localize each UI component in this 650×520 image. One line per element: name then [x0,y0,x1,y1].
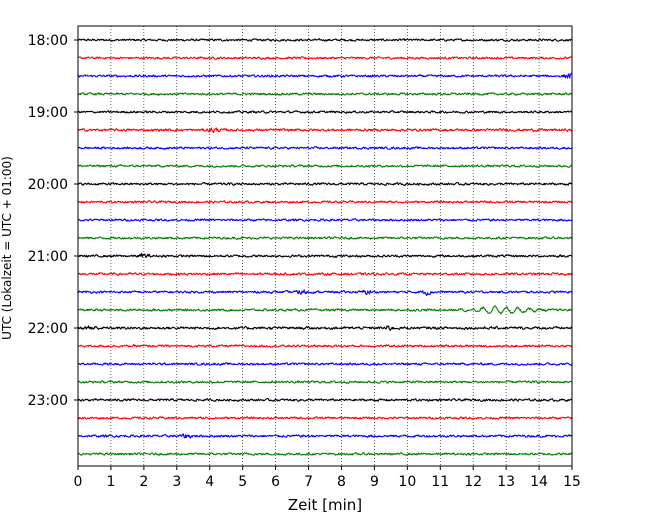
trace-2015 [77,200,573,204]
trace-2245 [77,380,573,384]
trace-2045 [78,236,573,240]
trace-1900 [77,110,573,114]
trace-1800 [77,38,573,42]
x-tick-label: 4 [205,474,214,490]
trace-1830 [77,72,573,79]
trace-2115 [77,272,573,276]
y-tick-label: 20:00 [28,177,68,193]
trace-2330 [77,433,573,439]
trace-2145 [77,305,573,315]
x-tick-label: 13 [497,474,515,490]
x-axis-ticks: 0 1 2 3 4 5 6 7 8 9 10 11 12 13 14 15 [74,466,581,490]
x-tick-label: 7 [304,474,313,490]
trace-2100 [77,252,573,259]
y-tick-label: 23:00 [28,393,68,409]
plot-frame [77,25,573,467]
trace-2200 [77,325,573,331]
x-tick-label: 8 [337,474,346,490]
y-tick-label: 22:00 [28,321,68,337]
x-tick-label: 10 [398,474,416,490]
trace-2130 [77,289,573,296]
x-tick-label: 3 [172,474,181,490]
grid-lines [110,26,540,466]
trace-2000 [77,181,573,186]
trace-1845 [78,92,573,96]
x-tick-label: 1 [106,474,115,490]
trace-2345 [77,452,573,456]
y-axis-ticks: 18:00 19:00 20:00 21:00 22:00 23:00 [28,33,78,409]
y-tick-label: 21:00 [28,249,68,265]
seismic-traces [77,38,573,456]
trace-2300 [77,397,573,403]
x-tick-label: 14 [530,474,548,490]
x-tick-label: 5 [238,474,247,490]
x-tick-label: 0 [74,474,83,490]
x-tick-label: 12 [464,474,482,490]
trace-2215 [77,344,573,348]
x-tick-label: 2 [139,474,148,490]
x-axis-title: Zeit [min] [288,496,362,514]
x-tick-label: 9 [370,474,379,490]
trace-1815 [77,56,573,60]
x-tick-label: 11 [431,474,449,490]
trace-2315 [77,416,573,420]
trace-1915 [77,127,573,134]
y-axis-title: UTC (Lokalzeit = UTC + 01:00) [0,156,14,340]
x-tick-label: 6 [271,474,280,490]
y-tick-label: 18:00 [28,33,68,49]
trace-1930 [77,146,573,150]
y-tick-label: 19:00 [28,105,68,121]
trace-2230 [77,362,573,366]
x-tick-label: 15 [563,474,581,490]
trace-1945 [77,164,573,168]
trace-2030 [77,218,573,222]
